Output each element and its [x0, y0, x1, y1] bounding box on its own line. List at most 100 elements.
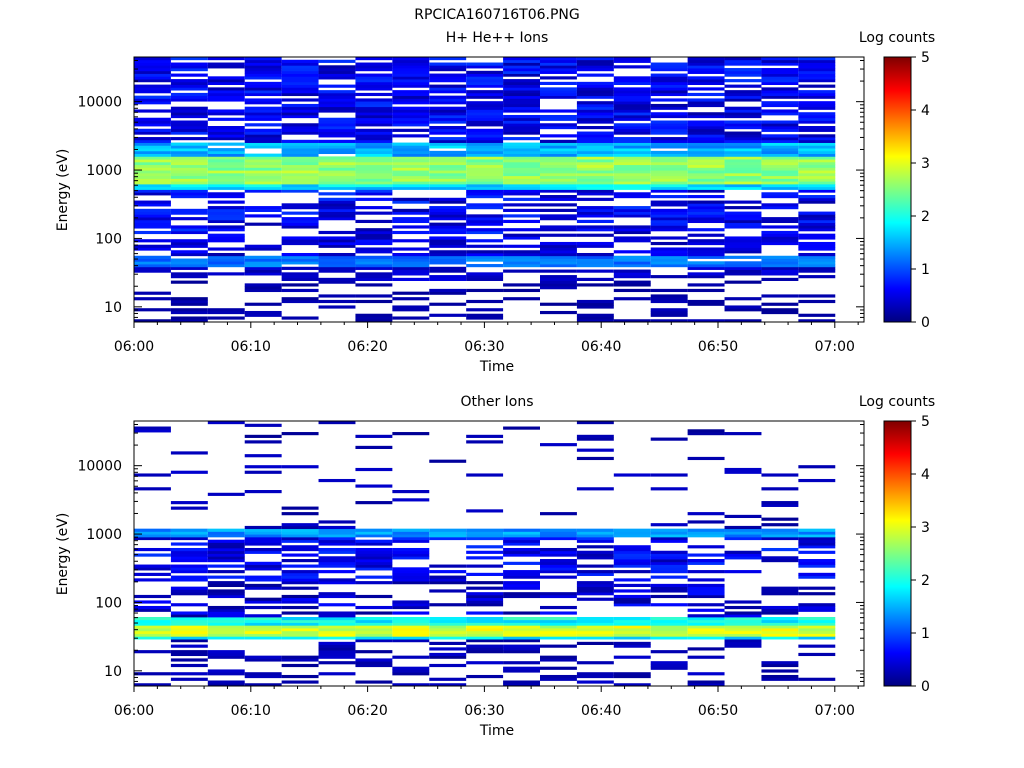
spectrogram-cell	[613, 98, 651, 102]
spectrogram-cell	[207, 186, 245, 190]
spectrogram-cell	[170, 239, 208, 243]
spectrogram-cell	[650, 159, 688, 163]
spectrogram-cell	[207, 316, 245, 320]
spectrogram-cell	[761, 134, 799, 138]
spectrogram-cell	[466, 219, 504, 224]
spectrogram-cell	[687, 570, 725, 574]
spectrogram-cell	[244, 244, 282, 248]
spectrogram-cell	[355, 148, 393, 152]
spectrogram-cell	[724, 247, 762, 251]
spectrogram-cell	[281, 148, 319, 152]
spectrogram-cell	[244, 550, 282, 554]
spectrogram-cell	[576, 181, 614, 185]
spectrogram-cell	[355, 556, 393, 560]
spectrogram-cell	[207, 614, 245, 618]
spectrogram-cell	[318, 167, 356, 171]
spectrogram-cell	[207, 98, 245, 102]
spectrogram-cell	[466, 258, 504, 262]
spectrogram-cell	[134, 90, 171, 94]
spectrogram-cell	[576, 137, 614, 141]
spectrogram-cell	[503, 101, 540, 105]
spectrogram-cell	[207, 90, 245, 94]
colorbar-tick-label: 1	[921, 626, 930, 642]
spectrogram-cell	[392, 550, 430, 554]
spectrogram-cell	[429, 150, 467, 155]
spectrogram-cell	[761, 150, 799, 155]
spectrogram-cell	[429, 197, 467, 201]
spectrogram-cell	[798, 70, 836, 74]
spectrogram-cell	[207, 81, 245, 85]
spectrogram-cell	[429, 73, 467, 77]
spectrogram-cell	[355, 567, 393, 571]
spectrogram-cell	[466, 153, 504, 157]
spectrogram-cell	[134, 297, 171, 301]
y-tick-label: 10000	[77, 459, 122, 475]
spectrogram-cell	[798, 126, 836, 130]
spectrogram-cell	[540, 195, 577, 199]
spectrogram-cell	[503, 228, 540, 232]
spectrogram-cell	[687, 630, 725, 634]
spectrogram-cell	[687, 181, 725, 185]
spectrogram-cell	[134, 247, 171, 251]
spectrogram-cell	[503, 252, 540, 257]
spectrogram-cell	[134, 429, 171, 433]
spectrogram-cell	[466, 611, 504, 615]
spectrogram-cell	[170, 195, 208, 199]
spectrogram-cell	[244, 106, 282, 110]
spectrogram-cell	[576, 261, 614, 265]
spectrogram-cell	[244, 206, 282, 210]
spectrogram-cell	[134, 175, 171, 179]
spectrogram-cell	[687, 636, 725, 640]
spectrogram-cell	[392, 575, 430, 579]
spectrogram-cell	[318, 172, 356, 177]
spectrogram-cell	[318, 655, 356, 659]
spectrogram-cell	[318, 261, 356, 265]
spectrogram-cell	[429, 630, 467, 634]
spectrogram-cell	[761, 547, 799, 552]
spectrogram-cell	[798, 244, 836, 248]
spectrogram-cell	[170, 175, 208, 179]
spectrogram-cell	[392, 669, 430, 673]
spectrogram-cell	[798, 536, 836, 541]
spectrogram-cell	[318, 109, 356, 113]
spectrogram-cell	[540, 302, 577, 306]
spectrogram-cell	[355, 101, 393, 105]
spectrogram-cell	[170, 112, 208, 116]
spectrogram-cell	[207, 310, 245, 315]
spectrogram-cell	[650, 217, 688, 221]
spectrogram-cell	[650, 120, 688, 124]
spectrogram-cell	[207, 148, 245, 152]
spectrogram-cell	[613, 137, 651, 141]
spectrogram-cell	[392, 616, 430, 621]
spectrogram-cell	[281, 109, 319, 113]
spectrogram-cell	[355, 630, 393, 634]
spectrogram-cell	[170, 536, 208, 541]
x-tick-label: 06:40	[581, 339, 621, 355]
spectrogram-cell	[613, 272, 651, 276]
spectrogram-cell	[650, 275, 688, 279]
spectrogram-cell	[170, 217, 208, 221]
spectrogram-cell	[798, 120, 836, 124]
spectrogram-cell	[244, 114, 282, 119]
spectrogram-cell	[503, 542, 540, 546]
spectrogram-cell	[650, 297, 688, 301]
spectrogram-cell	[318, 539, 356, 543]
spectrogram-cell	[576, 95, 614, 99]
spectrogram-cell	[170, 131, 208, 135]
y-axis-label: Energy (eV)	[55, 513, 71, 596]
spectrogram-cell	[355, 611, 393, 615]
spectrogram-cell	[170, 159, 208, 163]
spectrogram-cell	[761, 622, 799, 626]
spectrogram-cell	[429, 175, 467, 179]
spectrogram-cell	[281, 178, 319, 182]
spectrogram-cell	[392, 230, 430, 235]
spectrogram-cell	[761, 233, 799, 237]
spectrogram-cell	[798, 139, 836, 143]
spectrogram-cell	[687, 57, 725, 61]
spectrogram-cell	[761, 517, 799, 521]
spectrogram-cell	[798, 170, 836, 174]
spectrogram-cell	[355, 112, 393, 116]
spectrogram-cell	[318, 559, 356, 563]
spectrogram-cell	[355, 501, 393, 505]
